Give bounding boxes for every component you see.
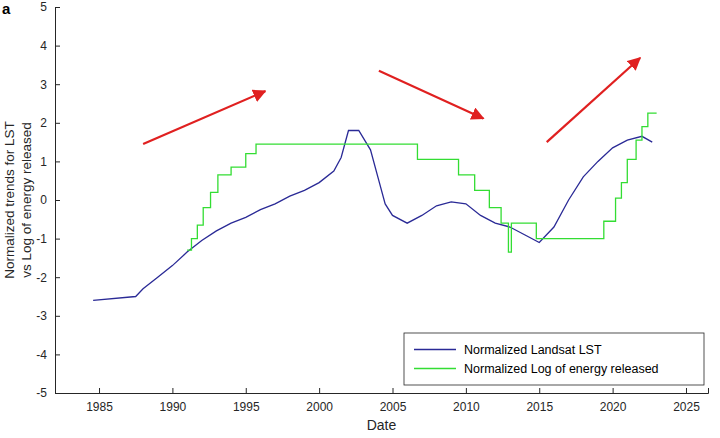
y-tick-mark (55, 84, 60, 85)
y-tick: 1 (40, 155, 60, 169)
legend-label: Normalized Landsat LST (464, 343, 602, 357)
x-tick-mark (539, 388, 540, 393)
y-tick: 5 (40, 0, 60, 14)
y-tick: -4 (36, 348, 60, 362)
x-tick: 2010 (453, 388, 480, 414)
y-tick: 4 (40, 39, 60, 53)
x-tick-label: 2020 (600, 400, 627, 414)
y-tick: 0 (40, 193, 60, 207)
series-line (93, 131, 652, 301)
x-axis-title: Date (367, 417, 397, 433)
x-tick: 2020 (600, 388, 627, 414)
chart: 198519901995200020052010201520202025-5-4… (0, 0, 720, 438)
y-tick-mark (55, 7, 60, 8)
y-tick-label: 2 (40, 116, 47, 130)
x-tick: 1990 (160, 388, 187, 414)
legend-swatch (414, 368, 456, 369)
x-tick-label: 2000 (306, 400, 333, 414)
y-tick-label: -4 (36, 348, 47, 362)
y-tick-label: 4 (40, 39, 47, 53)
x-axis-line (56, 388, 709, 394)
x-tick: 1995 (233, 388, 260, 414)
y-tick-label: 1 (40, 155, 47, 169)
x-tick-label: 1990 (160, 400, 187, 414)
y-tick-mark (55, 161, 60, 162)
x-tick-mark (686, 388, 687, 393)
y-tick-mark (55, 316, 60, 317)
legend-label: Normalized Log of energy released (464, 362, 659, 376)
y-tick-label: 3 (40, 78, 47, 92)
y-tick: 3 (40, 78, 60, 92)
legend: Normalized Landsat LST Normalized Log of … (404, 333, 704, 385)
y-tick-label: 5 (40, 0, 47, 14)
y-axis-title: vs Log of energy released (19, 122, 34, 277)
y-tick-label: -2 (36, 271, 47, 285)
x-tick-label: 2025 (673, 400, 700, 414)
y-tick-mark (55, 393, 60, 394)
legend-box (404, 333, 704, 385)
x-tick: 1985 (86, 388, 113, 414)
x-tick-label: 1985 (86, 400, 113, 414)
y-tick: -1 (36, 232, 60, 246)
x-tick-mark (319, 388, 320, 393)
x-tick: 2000 (306, 388, 333, 414)
x-tick-mark (246, 388, 247, 393)
trend-arrow (547, 58, 640, 142)
x-tick-mark (393, 388, 394, 393)
y-axis-title: Normalized trends for LST (2, 121, 17, 279)
x-tick: 2025 (673, 388, 700, 414)
x-tick-mark (99, 388, 100, 393)
series-line (187, 113, 657, 252)
x-tick-label: 2005 (380, 400, 407, 414)
x-tick: 2015 (526, 388, 553, 414)
y-tick-label: -3 (36, 309, 47, 323)
y-tick-label: -5 (36, 386, 47, 400)
plot-area: 198519901995200020052010201520202025-5-4… (36, 0, 708, 413)
lines (93, 113, 656, 300)
x-tick-mark (466, 388, 467, 393)
y-tick-mark (55, 46, 60, 47)
y-tick: 2 (40, 116, 60, 130)
y-tick-mark (55, 239, 60, 240)
x-axis: 1985 1990 1995 2000 2005 2010 2015 2020 2025 (56, 388, 709, 414)
trend-arrow (143, 91, 265, 144)
y-tick: -3 (36, 309, 60, 323)
legend-swatch (414, 349, 456, 350)
panel-label: a (2, 0, 11, 17)
x-tick-label: 2010 (453, 400, 480, 414)
y-tick-mark (55, 277, 60, 278)
y-tick-mark (55, 200, 60, 201)
y-axis: -5 -4 -3 -2 -1 0 1 2 3 4 5 (36, 0, 60, 400)
x-tick-mark (172, 388, 173, 393)
y-tick-mark (55, 123, 60, 124)
y-tick-label: 0 (40, 193, 47, 207)
y-axis-line (56, 8, 61, 394)
y-tick: -2 (36, 271, 60, 285)
x-tick-label: 1995 (233, 400, 260, 414)
trend-arrow (379, 71, 483, 119)
x-tick-label: 2015 (526, 400, 553, 414)
y-tick-mark (55, 354, 60, 355)
y-tick-label: -1 (36, 232, 47, 246)
x-tick-mark (613, 388, 614, 393)
x-tick: 2005 (380, 388, 407, 414)
y-tick: -5 (36, 386, 60, 400)
